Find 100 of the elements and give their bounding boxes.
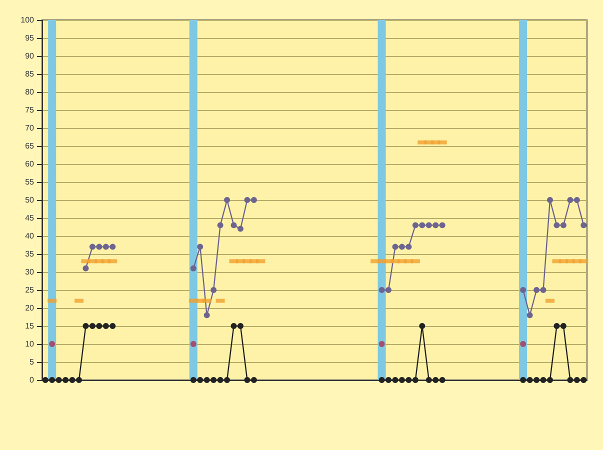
point [392, 377, 398, 383]
y-tick-label: 30 [25, 268, 35, 276]
point [237, 323, 244, 329]
y-tick-label: 15 [25, 322, 35, 330]
point [89, 244, 96, 250]
point [547, 197, 553, 203]
point [378, 377, 385, 383]
point [210, 287, 217, 293]
point [224, 377, 230, 383]
point [580, 377, 587, 383]
y-tick-label: 10 [25, 340, 35, 348]
point [439, 222, 446, 228]
point [217, 377, 224, 383]
point [406, 377, 412, 383]
point [378, 287, 385, 293]
point [439, 377, 446, 383]
point [520, 287, 526, 293]
point [386, 287, 392, 293]
y-tick-label: 95 [25, 34, 35, 42]
y-tick-label: 55 [25, 178, 35, 186]
point [204, 312, 210, 318]
y-tick-label: 70 [25, 124, 35, 132]
point [110, 244, 116, 250]
point [62, 377, 69, 383]
point [580, 222, 587, 228]
point [96, 244, 102, 250]
point [197, 244, 204, 250]
point [419, 323, 426, 329]
point [554, 222, 560, 228]
point [76, 377, 82, 383]
point [554, 323, 560, 329]
point [526, 377, 533, 383]
point [56, 377, 62, 383]
y-tick-label: 5 [30, 358, 35, 366]
point [567, 377, 574, 383]
point [244, 197, 250, 203]
point [82, 265, 89, 272]
point [110, 323, 116, 329]
point [534, 377, 540, 383]
point [190, 377, 196, 383]
y-tick-label: 75 [25, 106, 35, 114]
y-tick-label: 90 [25, 52, 35, 60]
point [419, 222, 426, 228]
point [560, 323, 566, 329]
point [230, 323, 237, 329]
point [412, 222, 418, 228]
point [190, 341, 196, 347]
point [534, 287, 540, 293]
point [210, 377, 217, 383]
point [102, 323, 109, 329]
point [190, 265, 196, 272]
point [398, 377, 405, 383]
point [432, 222, 439, 228]
point [250, 377, 257, 383]
point [237, 226, 244, 232]
point [197, 377, 204, 383]
point [398, 244, 405, 250]
point [49, 377, 56, 383]
point [378, 341, 385, 347]
point [217, 222, 224, 228]
point [426, 377, 432, 383]
y-tick-label: 0 [30, 376, 35, 384]
y-tick-label: 40 [25, 232, 35, 240]
y-tick-label: 65 [25, 142, 35, 150]
point [540, 377, 546, 383]
point [42, 377, 48, 383]
point [567, 197, 574, 203]
point [574, 377, 580, 383]
y-tick-label: 20 [25, 304, 35, 312]
point [244, 377, 250, 383]
point [520, 341, 526, 347]
y-tick-label: 60 [25, 160, 35, 168]
y-tick-label: 45 [25, 214, 35, 222]
point [230, 222, 237, 228]
y-tick-label: 100 [20, 16, 35, 24]
point [406, 244, 412, 250]
y-tick-label: 25 [25, 286, 35, 294]
point [392, 244, 398, 250]
point [574, 197, 580, 203]
point [412, 377, 418, 383]
point [224, 197, 230, 203]
point [102, 244, 109, 250]
point [426, 222, 432, 228]
point [82, 323, 89, 329]
point [204, 377, 210, 383]
point [432, 377, 439, 383]
y-tick-label: 85 [25, 70, 35, 78]
point [386, 377, 392, 383]
point [49, 341, 56, 347]
point [250, 197, 257, 203]
point [540, 287, 546, 293]
point [560, 222, 566, 228]
point [526, 312, 533, 318]
y-tick-label: 50 [25, 196, 35, 204]
point [96, 323, 102, 329]
point [547, 377, 553, 383]
y-tick-label: 80 [25, 88, 35, 96]
point [89, 323, 96, 329]
point [520, 377, 526, 383]
y-tick-label: 35 [25, 250, 35, 258]
